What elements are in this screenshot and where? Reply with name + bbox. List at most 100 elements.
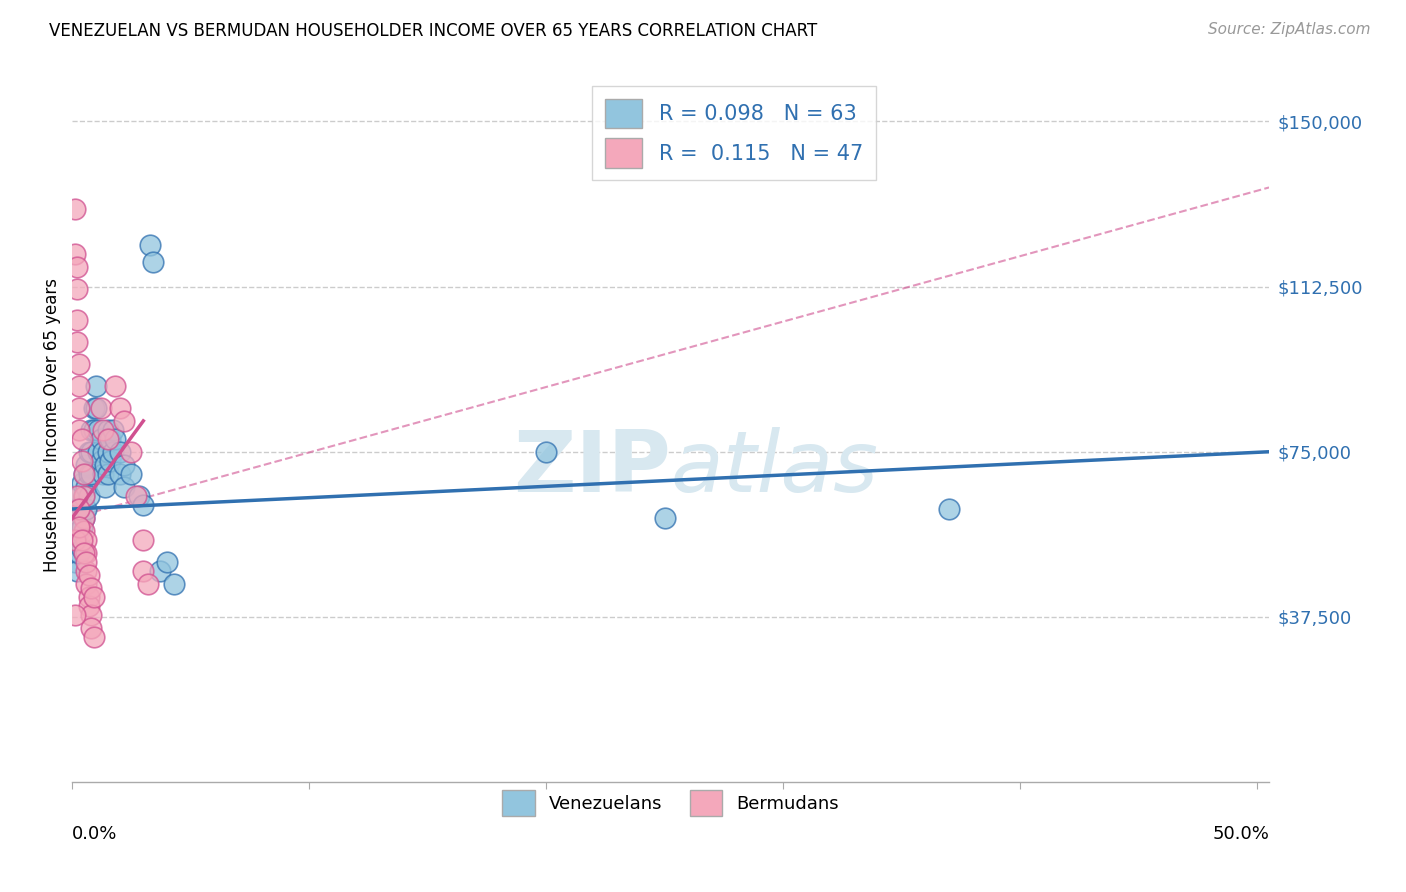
Point xyxy=(63,533,86,547)
Point xyxy=(87,444,110,458)
Point xyxy=(90,453,112,467)
Point xyxy=(83,401,105,415)
Point xyxy=(66,260,89,274)
Point xyxy=(97,444,120,458)
Point xyxy=(101,423,124,437)
Point xyxy=(73,524,96,538)
Point xyxy=(63,202,86,217)
Point xyxy=(73,467,96,481)
Point xyxy=(149,564,172,578)
Point xyxy=(67,524,90,538)
Point xyxy=(75,458,97,472)
Point xyxy=(67,401,90,415)
Point xyxy=(163,577,186,591)
Point xyxy=(112,414,135,428)
Text: atlas: atlas xyxy=(671,426,879,509)
Point xyxy=(67,519,90,533)
Point xyxy=(97,467,120,481)
Point xyxy=(90,401,112,415)
Point xyxy=(66,312,89,326)
Text: VENEZUELAN VS BERMUDAN HOUSEHOLDER INCOME OVER 65 YEARS CORRELATION CHART: VENEZUELAN VS BERMUDAN HOUSEHOLDER INCOM… xyxy=(49,22,817,40)
Point xyxy=(67,502,90,516)
Point xyxy=(70,453,93,467)
Point xyxy=(98,453,121,467)
Point xyxy=(67,546,90,560)
Point xyxy=(97,432,120,446)
Point xyxy=(70,533,93,547)
Point xyxy=(104,378,127,392)
Point xyxy=(80,621,103,635)
Point xyxy=(121,467,143,481)
Point xyxy=(75,502,97,516)
Point xyxy=(87,423,110,437)
Point xyxy=(63,533,86,547)
Point xyxy=(94,458,117,472)
Point xyxy=(66,546,89,560)
Point xyxy=(90,432,112,446)
Point xyxy=(108,401,131,415)
Y-axis label: Householder Income Over 65 years: Householder Income Over 65 years xyxy=(44,278,60,573)
Point xyxy=(91,423,114,437)
Point xyxy=(132,564,155,578)
Point xyxy=(83,590,105,604)
Point xyxy=(104,432,127,446)
Point xyxy=(654,511,676,525)
Point xyxy=(67,423,90,437)
Point xyxy=(73,546,96,560)
Point xyxy=(77,590,100,604)
Point xyxy=(108,444,131,458)
Point xyxy=(63,502,86,516)
Point xyxy=(70,432,93,446)
Point xyxy=(80,423,103,437)
Point xyxy=(80,444,103,458)
Point xyxy=(73,489,96,503)
Point xyxy=(73,511,96,525)
Legend: Venezuelans, Bermudans: Venezuelans, Bermudans xyxy=(495,783,846,823)
Point xyxy=(66,489,89,503)
Point xyxy=(94,480,117,494)
Point xyxy=(63,246,86,260)
Point xyxy=(75,564,97,578)
Point xyxy=(938,502,960,516)
Point xyxy=(139,237,162,252)
Point xyxy=(73,511,96,525)
Text: 50.0%: 50.0% xyxy=(1212,825,1270,843)
Point xyxy=(73,467,96,481)
Point xyxy=(98,432,121,446)
Point xyxy=(67,378,90,392)
Point xyxy=(63,555,86,569)
Point xyxy=(66,282,89,296)
Point xyxy=(63,519,86,533)
Point xyxy=(97,423,120,437)
Point xyxy=(67,489,90,503)
Text: 0.0%: 0.0% xyxy=(72,825,118,843)
Point xyxy=(156,555,179,569)
Text: ZIP: ZIP xyxy=(513,426,671,509)
Point xyxy=(112,480,135,494)
Point xyxy=(77,599,100,613)
Point xyxy=(136,577,159,591)
Point xyxy=(77,444,100,458)
Point xyxy=(80,607,103,622)
Point xyxy=(80,467,103,481)
Point xyxy=(75,577,97,591)
Point xyxy=(67,357,90,371)
Point xyxy=(75,546,97,560)
Point xyxy=(132,533,155,547)
Point xyxy=(112,458,135,472)
Point xyxy=(70,519,93,533)
Point xyxy=(84,401,107,415)
Point xyxy=(84,378,107,392)
Point xyxy=(91,444,114,458)
Point xyxy=(73,489,96,503)
Point xyxy=(142,255,165,269)
Point xyxy=(67,511,90,525)
Point xyxy=(80,582,103,596)
Point xyxy=(66,533,89,547)
Point xyxy=(70,498,93,512)
Point xyxy=(125,489,148,503)
Point xyxy=(83,630,105,644)
Point xyxy=(77,489,100,503)
Point xyxy=(83,423,105,437)
Point xyxy=(66,334,89,349)
